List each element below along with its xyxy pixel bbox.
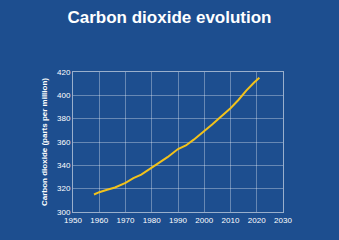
svg-text:380: 380 <box>57 114 71 123</box>
svg-text:Carbon dioxide (parts per mill: Carbon dioxide (parts per million) <box>40 78 49 206</box>
svg-text:1970: 1970 <box>117 216 135 225</box>
svg-text:1980: 1980 <box>143 216 161 225</box>
svg-text:400: 400 <box>57 91 71 100</box>
svg-text:1960: 1960 <box>90 216 108 225</box>
svg-text:1990: 1990 <box>169 216 187 225</box>
svg-text:340: 340 <box>57 161 71 170</box>
svg-text:300: 300 <box>57 208 71 217</box>
svg-text:Carbon dioxide evolution: Carbon dioxide evolution <box>67 8 271 27</box>
svg-text:360: 360 <box>57 138 71 147</box>
svg-text:2030: 2030 <box>274 216 292 225</box>
svg-text:420: 420 <box>57 68 71 77</box>
svg-text:2020: 2020 <box>248 216 266 225</box>
svg-text:2010: 2010 <box>222 216 240 225</box>
svg-text:320: 320 <box>57 184 71 193</box>
svg-text:1950: 1950 <box>64 216 82 225</box>
svg-text:2000: 2000 <box>195 216 213 225</box>
